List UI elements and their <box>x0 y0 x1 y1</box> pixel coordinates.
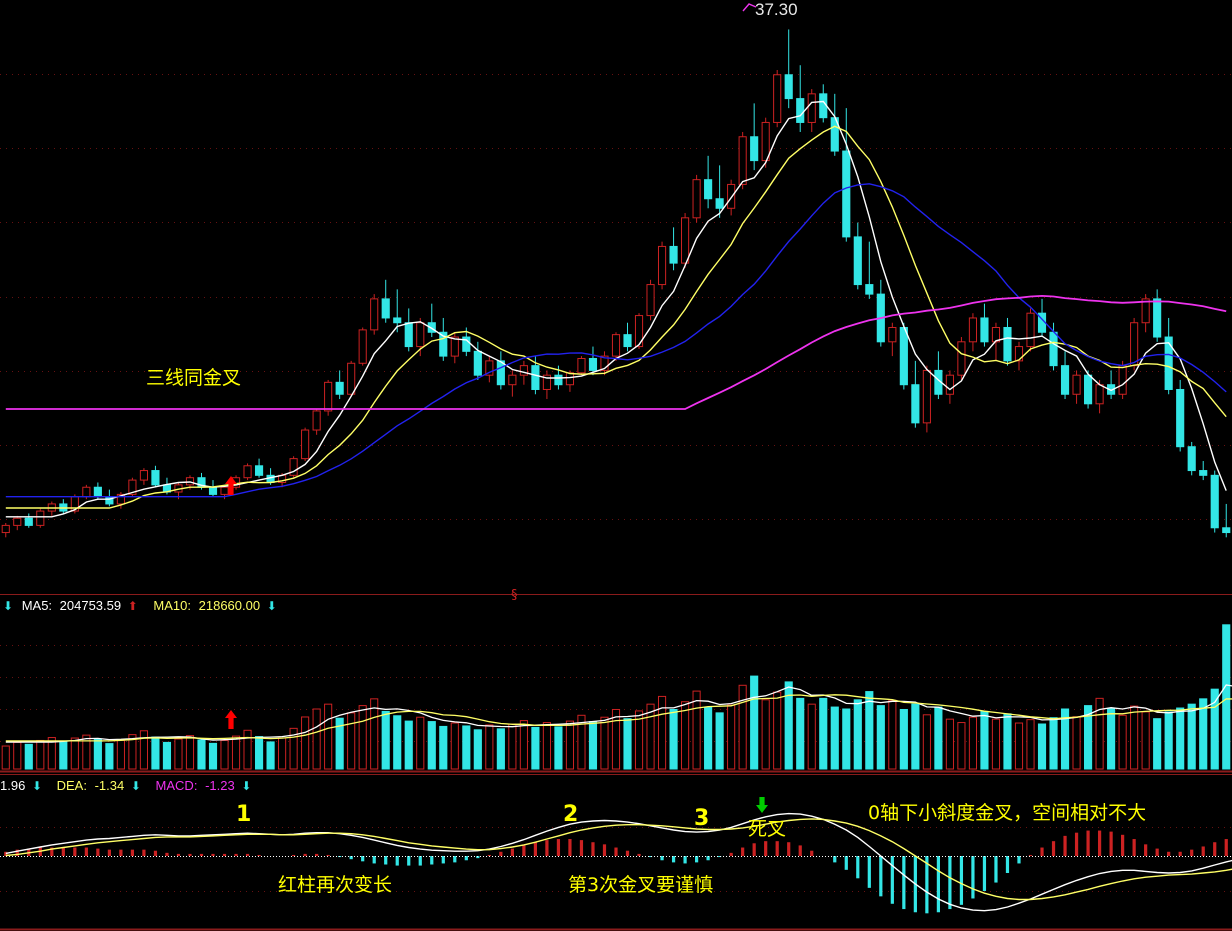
volume-macd-separator <box>0 774 1232 775</box>
third-cross-caution-note: 第3次金叉要谨慎 <box>568 874 714 896</box>
death-cross-arrow-marker <box>755 796 769 814</box>
price-volume-separator <box>0 594 1232 595</box>
price-chart-panel[interactable] <box>0 0 1232 593</box>
macd-dif-value: 1.96 <box>0 777 26 793</box>
volume-ma10-label: MA10: <box>153 597 191 613</box>
volume-lead-arrow-icon: ⬇ <box>3 598 14 613</box>
volume-chart-panel[interactable] <box>0 613 1232 773</box>
macd-dea-value: -1.34 <box>94 777 125 793</box>
macd-label: MACD: <box>155 777 198 793</box>
macd-dea-label: DEA: <box>56 777 87 793</box>
macd-value: -1.23 <box>205 777 235 793</box>
separator-mark: § <box>511 586 521 602</box>
volume-chart-svg[interactable] <box>0 613 1232 773</box>
volume-indicator-header: ⬇ MA5: 204753.59 ⬆ MA10: 218660.00 ⬇ <box>0 595 1232 615</box>
volume-ma5-label: MA5: <box>21 597 53 613</box>
red-bars-grow-note: 红柱再次变长 <box>278 874 393 896</box>
zero-axis-note: 0轴下小斜度金叉，空间相对不大 <box>868 802 1147 824</box>
svg-text:§: § <box>511 588 518 602</box>
macd-dif-arrow-icon: ⬇ <box>31 778 42 793</box>
macd-chart-panel[interactable] <box>0 791 1232 931</box>
volume-ma5-arrow-icon: ⬆ <box>127 598 138 613</box>
annotation-triple-golden-cross: 三线同金叉 <box>146 367 242 389</box>
macd-arrow-icon: ⬇ <box>241 778 252 793</box>
macd-chart-svg[interactable] <box>0 791 1232 931</box>
volume-ma10-value: 218660.00 <box>198 597 261 613</box>
price-high-label: 37.30 <box>755 0 798 19</box>
price-high-pointer <box>742 2 758 14</box>
volume-ma10-arrow-icon: ⬇ <box>266 598 277 613</box>
volume-buy-arrow-marker <box>224 710 238 730</box>
golden-cross-2: 2 <box>563 802 579 827</box>
price-chart-svg[interactable] <box>0 0 1232 593</box>
buy-arrow-marker <box>224 476 238 496</box>
golden-cross-3: 3 <box>694 806 710 831</box>
macd-indicator-header: 1.96 ⬇ DEA: -1.34 ⬇ MACD: -1.23 ⬇ <box>0 775 1232 793</box>
macd-dea-arrow-icon: ⬇ <box>130 778 141 793</box>
volume-ma5-value: 204753.59 <box>59 597 122 613</box>
golden-cross-1: 1 <box>236 802 252 827</box>
death-cross-label: 死叉 <box>748 818 787 840</box>
